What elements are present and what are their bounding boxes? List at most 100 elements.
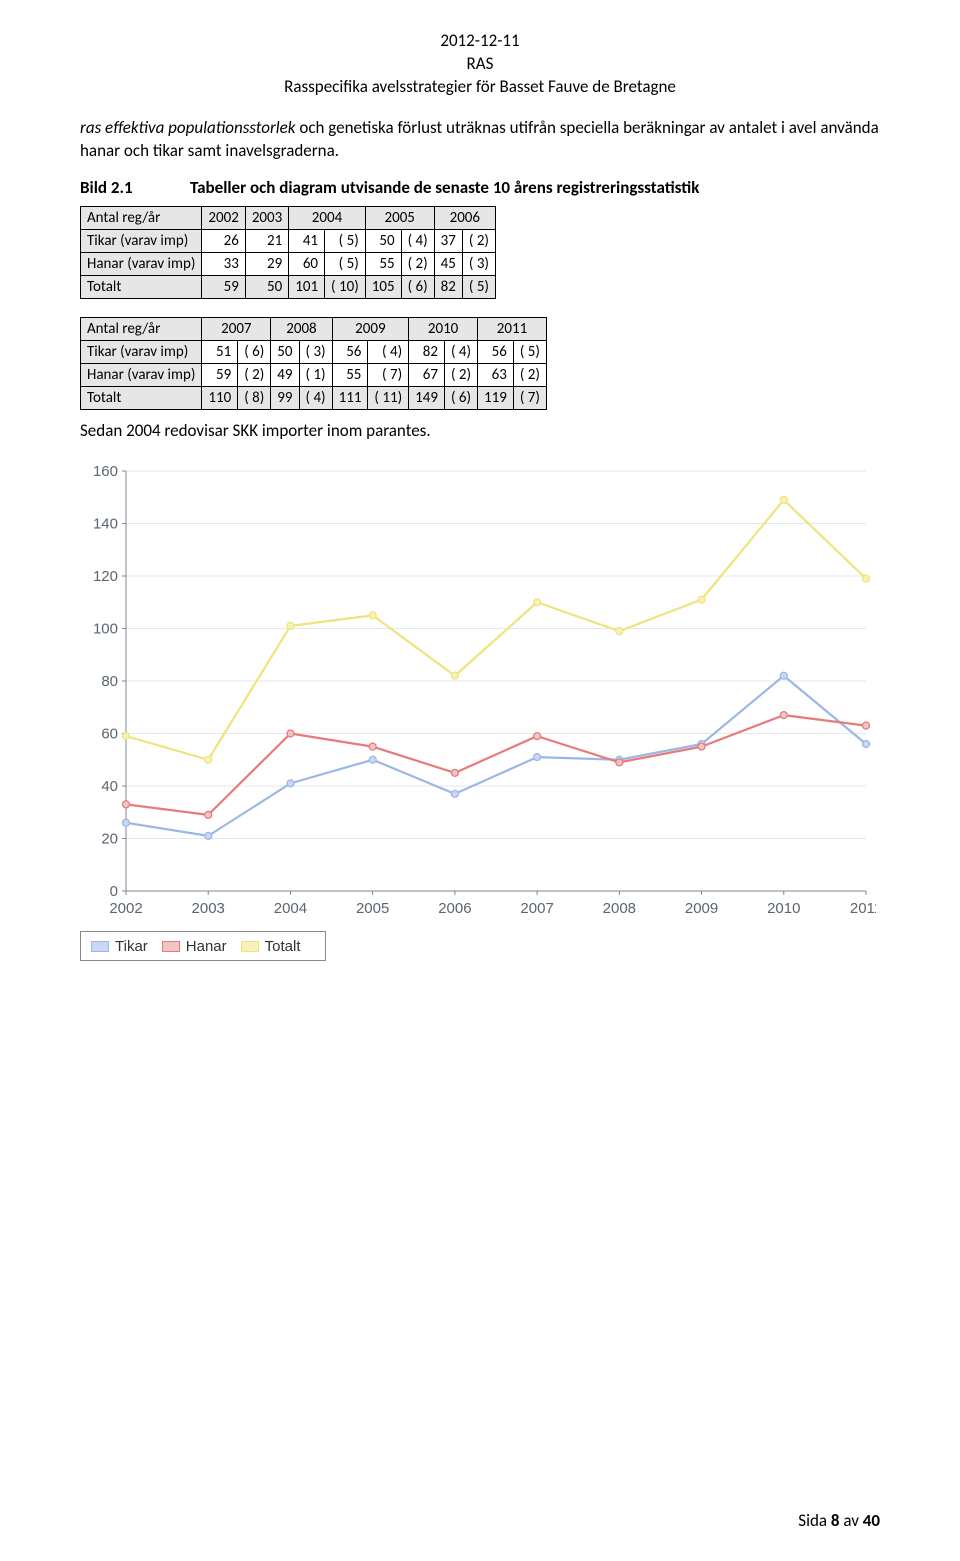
svg-text:2007: 2007 xyxy=(520,900,553,917)
table-cell: 29 xyxy=(245,252,288,275)
table-cell: ( 2) xyxy=(444,363,477,386)
footer-page-label: Sida xyxy=(798,1510,831,1531)
legend-swatch xyxy=(162,941,180,952)
svg-text:2011: 2011 xyxy=(850,900,876,917)
svg-text:60: 60 xyxy=(101,725,118,742)
table-cell: 82 xyxy=(434,275,462,298)
table-cell: ( 5) xyxy=(462,275,495,298)
intro-italic: ras effektiva populationsstorlek xyxy=(80,117,296,138)
header-date: 2012-12-11 xyxy=(80,30,880,53)
table-cell: ( 4) xyxy=(368,340,409,363)
footer-page-num: 8 xyxy=(831,1510,840,1531)
header-short: RAS xyxy=(80,53,880,76)
table-cell: 21 xyxy=(245,229,288,252)
table-cell: ( 2) xyxy=(401,252,434,275)
table-cell: ( 6) xyxy=(444,386,477,409)
page: 2012-12-11 RAS Rasspecifika avelsstrateg… xyxy=(0,0,960,1561)
legend-item: Totalt xyxy=(241,938,301,955)
legend-label: Hanar xyxy=(186,938,227,955)
table-row-label: Tikar (varav imp) xyxy=(81,340,202,363)
table-cell: 49 xyxy=(271,363,299,386)
table-cell: ( 7) xyxy=(513,386,546,409)
table-cell: ( 7) xyxy=(368,363,409,386)
figure-title: Tabeller och diagram utvisande de senast… xyxy=(190,177,699,198)
table-cell: ( 6) xyxy=(401,275,434,298)
table-cell: 110 xyxy=(202,386,238,409)
table-row-label: Totalt xyxy=(81,386,202,409)
table-cell: 26 xyxy=(202,229,245,252)
table-col-header: Antal reg/år xyxy=(81,317,202,340)
legend-item: Hanar xyxy=(162,938,227,955)
svg-text:160: 160 xyxy=(93,463,118,480)
table-cell: 50 xyxy=(245,275,288,298)
table-cell: 41 xyxy=(289,229,325,252)
svg-text:40: 40 xyxy=(101,778,118,795)
table-cell: 111 xyxy=(332,386,368,409)
table-cell: 99 xyxy=(271,386,299,409)
table-row-label: Hanar (varav imp) xyxy=(81,363,202,386)
page-footer: Sida 8 av 40 xyxy=(798,1510,880,1531)
table-cell: 119 xyxy=(478,386,514,409)
table-row-label: Totalt xyxy=(81,275,202,298)
table-cell: 60 xyxy=(289,252,325,275)
svg-text:2002: 2002 xyxy=(109,900,142,917)
svg-text:20: 20 xyxy=(101,830,118,847)
table-cell: 50 xyxy=(365,229,401,252)
table-cell: 82 xyxy=(409,340,445,363)
svg-text:2003: 2003 xyxy=(192,900,225,917)
svg-text:2009: 2009 xyxy=(685,900,718,917)
footer-page-of: av xyxy=(840,1510,863,1531)
table-year-header: 2003 xyxy=(245,206,288,229)
table-year-header: 2006 xyxy=(434,206,495,229)
table-cell: 51 xyxy=(202,340,238,363)
table-cell: 56 xyxy=(478,340,514,363)
table-cell: 50 xyxy=(271,340,299,363)
svg-text:2006: 2006 xyxy=(438,900,471,917)
table-cell: ( 4) xyxy=(444,340,477,363)
table-cell: 101 xyxy=(289,275,325,298)
table-cell: 59 xyxy=(202,363,238,386)
table-year-header: 2002 xyxy=(202,206,245,229)
table-cell: 59 xyxy=(202,275,245,298)
table-cell: ( 5) xyxy=(513,340,546,363)
table-year-header: 2005 xyxy=(365,206,434,229)
table-cell: 33 xyxy=(202,252,245,275)
chart-legend: Tikar Hanar Totalt xyxy=(80,931,326,961)
figure-label: Bild 2.1 xyxy=(80,177,190,198)
table-cell: ( 5) xyxy=(325,229,366,252)
table-year-header: 2008 xyxy=(271,317,332,340)
registration-line-chart: 0204060801001201401602002200320042005200… xyxy=(80,461,876,925)
legend-label: Totalt xyxy=(265,938,301,955)
chart-wrap: 0204060801001201401602002200320042005200… xyxy=(80,461,880,961)
table-cell: ( 3) xyxy=(299,340,332,363)
intro-paragraph: ras effektiva populationsstorlek och gen… xyxy=(80,117,880,163)
legend-swatch xyxy=(241,941,259,952)
table-cell: 56 xyxy=(332,340,368,363)
table-cell: ( 11) xyxy=(368,386,409,409)
table-year-header: 2011 xyxy=(478,317,547,340)
svg-text:2005: 2005 xyxy=(356,900,389,917)
figure-heading: Bild 2.1 Tabeller och diagram utvisande … xyxy=(80,177,880,198)
table-cell: ( 8) xyxy=(238,386,271,409)
svg-text:120: 120 xyxy=(93,568,118,585)
table-row-label: Hanar (varav imp) xyxy=(81,252,202,275)
svg-text:80: 80 xyxy=(101,673,118,690)
header-title: Rasspecifika avelsstrategier för Basset … xyxy=(80,76,880,99)
table-cell: 37 xyxy=(434,229,462,252)
table-cell: 149 xyxy=(409,386,445,409)
table-cell: ( 6) xyxy=(238,340,271,363)
table-cell: ( 5) xyxy=(325,252,366,275)
table-cell: ( 4) xyxy=(401,229,434,252)
table-cell: 55 xyxy=(365,252,401,275)
legend-item: Tikar xyxy=(91,938,148,955)
svg-text:2004: 2004 xyxy=(274,900,307,917)
legend-swatch xyxy=(91,941,109,952)
svg-text:2008: 2008 xyxy=(603,900,636,917)
table-cell: ( 2) xyxy=(462,229,495,252)
table-row-label: Tikar (varav imp) xyxy=(81,229,202,252)
table-cell: ( 10) xyxy=(325,275,366,298)
table-cell: ( 2) xyxy=(513,363,546,386)
svg-text:0: 0 xyxy=(110,883,118,900)
table-cell: 67 xyxy=(409,363,445,386)
table-cell: 105 xyxy=(365,275,401,298)
